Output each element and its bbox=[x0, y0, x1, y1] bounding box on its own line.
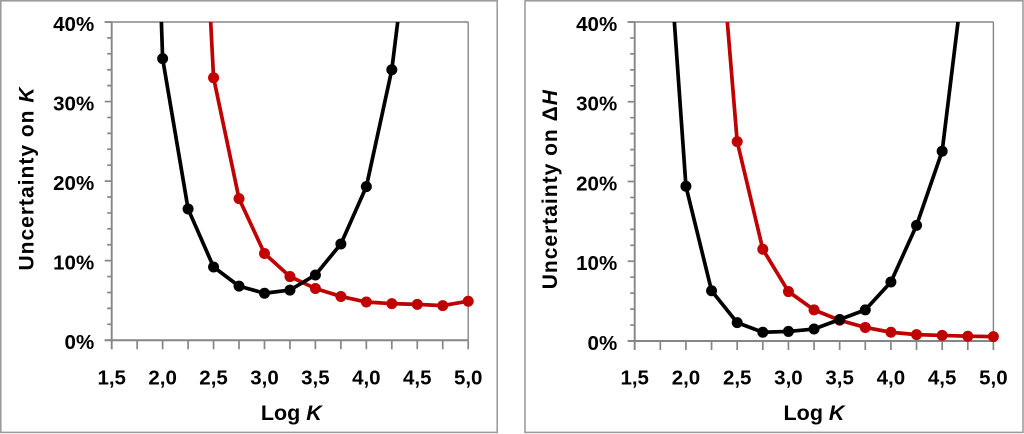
svg-text:Log K: Log K bbox=[784, 401, 846, 425]
svg-text:20%: 20% bbox=[53, 172, 94, 195]
svg-text:1,5: 1,5 bbox=[97, 367, 126, 390]
svg-text:2,0: 2,0 bbox=[148, 367, 177, 390]
svg-text:0%: 0% bbox=[65, 331, 95, 354]
svg-text:3,5: 3,5 bbox=[301, 367, 330, 390]
svg-text:5,0: 5,0 bbox=[454, 367, 483, 390]
svg-text:2,5: 2,5 bbox=[723, 367, 752, 390]
svg-text:3,0: 3,0 bbox=[250, 367, 279, 390]
svg-text:3,5: 3,5 bbox=[825, 367, 854, 390]
svg-text:10%: 10% bbox=[576, 252, 617, 275]
svg-text:4,5: 4,5 bbox=[403, 367, 432, 390]
svg-text:Log K: Log K bbox=[261, 401, 323, 425]
svg-text:5,0: 5,0 bbox=[979, 367, 1008, 390]
svg-text:2,0: 2,0 bbox=[672, 367, 701, 390]
svg-text:Uncertainty on ΔH: Uncertainty on ΔH bbox=[539, 89, 562, 289]
svg-text:10%: 10% bbox=[53, 251, 94, 274]
svg-text:20%: 20% bbox=[576, 172, 617, 195]
svg-text:40%: 40% bbox=[53, 13, 94, 36]
svg-text:3,0: 3,0 bbox=[774, 367, 803, 390]
svg-text:0%: 0% bbox=[588, 332, 618, 355]
svg-text:1,5: 1,5 bbox=[620, 367, 649, 390]
svg-text:30%: 30% bbox=[53, 92, 94, 115]
svg-text:2,5: 2,5 bbox=[199, 367, 228, 390]
svg-text:4,5: 4,5 bbox=[928, 367, 957, 390]
svg-text:Uncertainty on K: Uncertainty on K bbox=[16, 86, 39, 271]
svg-text:40%: 40% bbox=[576, 13, 617, 36]
svg-text:4,0: 4,0 bbox=[877, 367, 906, 390]
svg-text:4,0: 4,0 bbox=[352, 367, 381, 390]
svg-text:30%: 30% bbox=[576, 93, 617, 116]
